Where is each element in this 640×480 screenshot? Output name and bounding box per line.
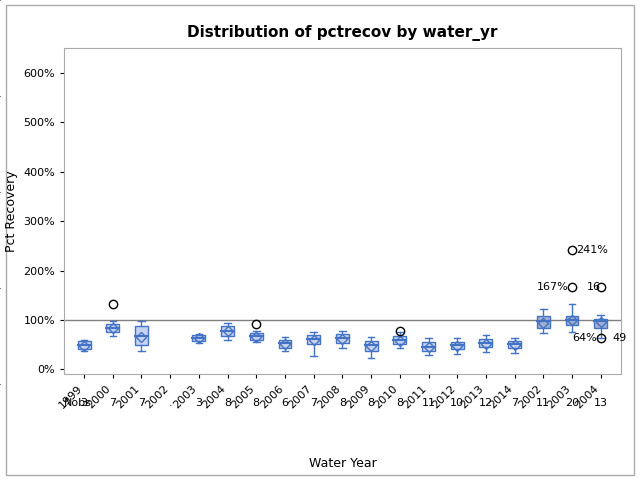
Bar <box>479 339 492 347</box>
Bar <box>451 342 463 349</box>
Text: 7: 7 <box>109 398 116 408</box>
Text: 49: 49 <box>612 333 627 343</box>
Bar <box>537 316 550 328</box>
Text: 10: 10 <box>450 398 464 408</box>
Bar <box>595 319 607 328</box>
Bar <box>221 326 234 336</box>
Bar <box>508 341 521 348</box>
Text: 7: 7 <box>511 398 518 408</box>
Bar <box>77 341 90 348</box>
Bar <box>278 340 291 348</box>
Bar <box>135 326 148 345</box>
Bar <box>193 336 205 341</box>
Bar <box>250 333 263 340</box>
Text: 8: 8 <box>253 398 260 408</box>
Text: 7: 7 <box>310 398 317 408</box>
Text: 64%: 64% <box>572 333 597 343</box>
Text: .: . <box>168 398 172 408</box>
Bar <box>566 315 579 325</box>
Text: 167%: 167% <box>536 282 568 292</box>
Bar <box>365 341 378 351</box>
Text: 3: 3 <box>81 398 88 408</box>
Bar <box>336 335 349 343</box>
Text: 20: 20 <box>565 398 579 408</box>
Text: 241%: 241% <box>576 245 607 255</box>
Bar <box>394 336 406 344</box>
Text: 11: 11 <box>422 398 435 408</box>
Text: 8: 8 <box>339 398 346 408</box>
Text: 8: 8 <box>396 398 403 408</box>
Text: 8: 8 <box>224 398 231 408</box>
Text: 16: 16 <box>586 282 600 292</box>
Text: 12: 12 <box>479 398 493 408</box>
Text: 7: 7 <box>138 398 145 408</box>
Text: 13: 13 <box>594 398 608 408</box>
Text: 3: 3 <box>195 398 202 408</box>
Y-axis label: Pct Recovery: Pct Recovery <box>4 170 18 252</box>
Text: 6: 6 <box>282 398 289 408</box>
Text: Nobs: Nobs <box>64 398 92 408</box>
Bar <box>422 342 435 351</box>
Text: 11: 11 <box>536 398 550 408</box>
Bar <box>307 336 320 344</box>
Text: Water Year: Water Year <box>308 457 376 470</box>
Title: Distribution of pctrecov by water_yr: Distribution of pctrecov by water_yr <box>187 25 498 41</box>
Bar <box>106 324 119 332</box>
Text: 8: 8 <box>367 398 374 408</box>
